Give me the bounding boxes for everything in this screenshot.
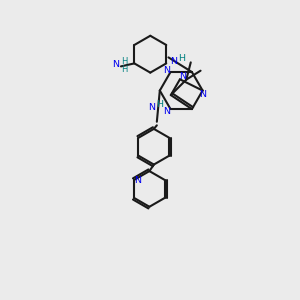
- Text: N: N: [199, 90, 206, 99]
- Text: N: N: [112, 60, 119, 69]
- Text: H: H: [121, 65, 127, 74]
- Text: N: N: [179, 72, 186, 81]
- Text: N: N: [135, 176, 142, 184]
- Text: H: H: [121, 57, 127, 66]
- Text: N: N: [164, 66, 170, 75]
- Text: H: H: [178, 54, 185, 63]
- Text: H: H: [157, 100, 164, 109]
- Text: N: N: [148, 103, 155, 112]
- Text: N: N: [164, 107, 170, 116]
- Text: N: N: [170, 57, 177, 66]
